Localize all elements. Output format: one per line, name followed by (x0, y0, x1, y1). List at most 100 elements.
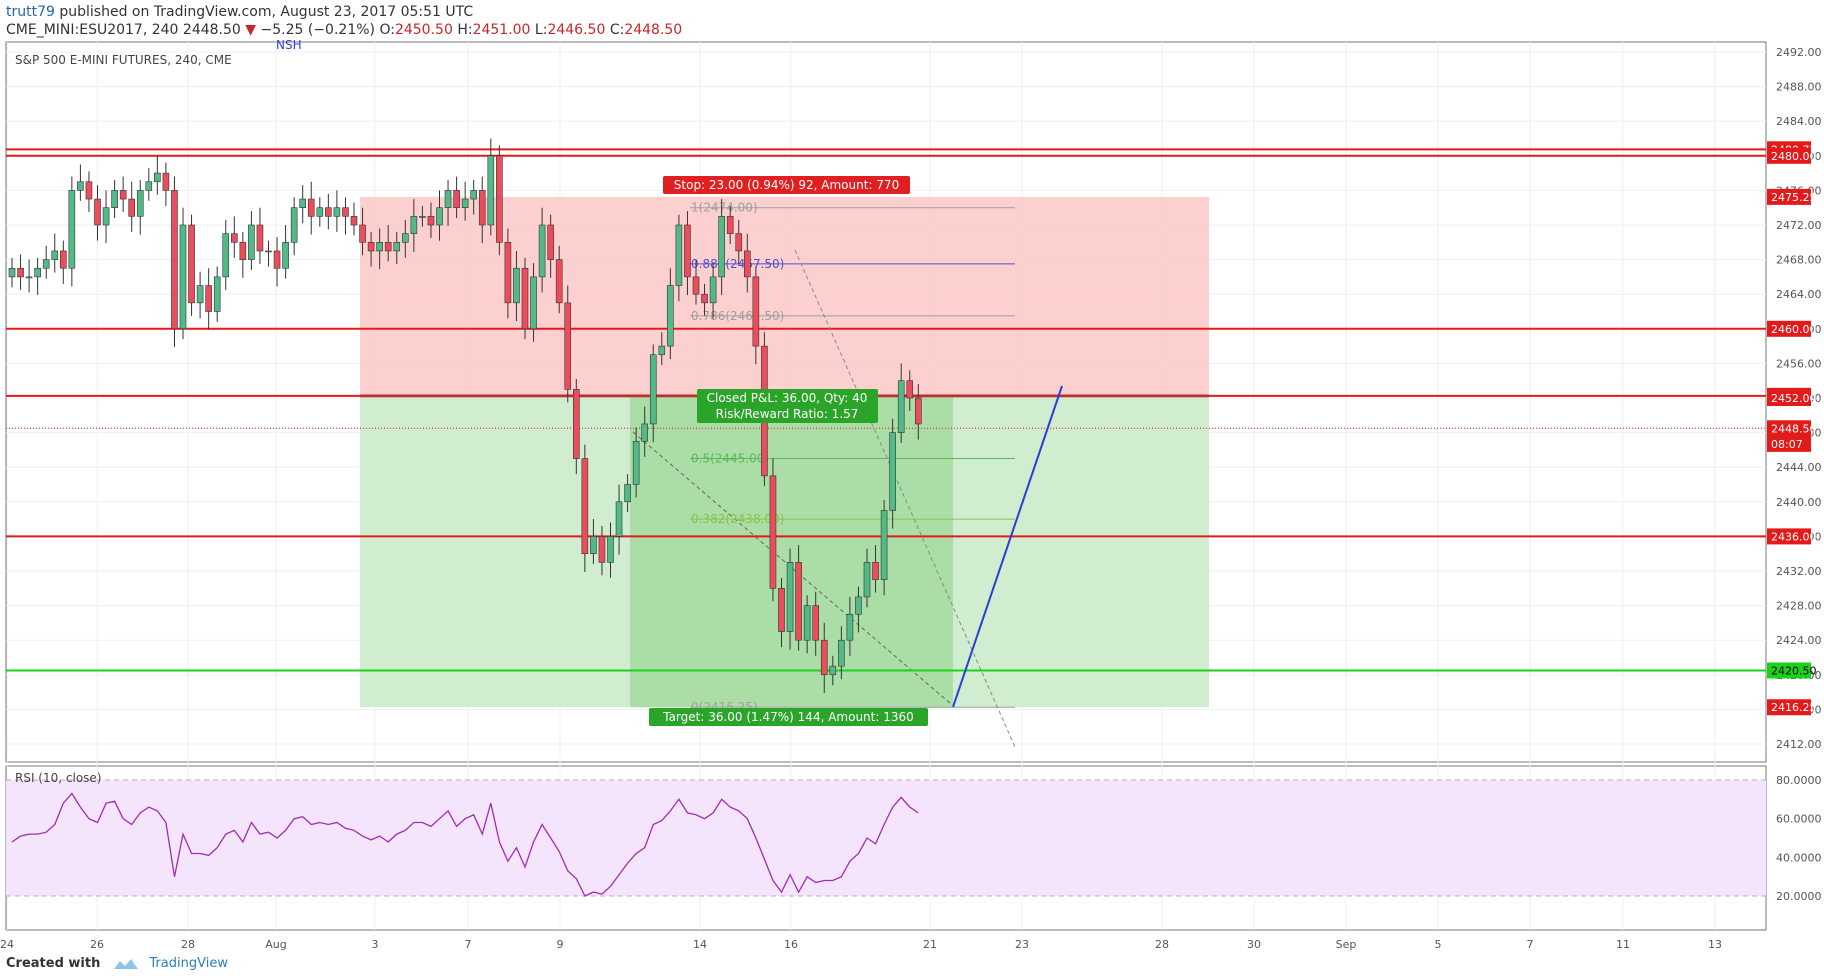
candle-body (598, 536, 606, 563)
tradingview-brand[interactable]: TradingView (149, 956, 228, 971)
candle-body (478, 190, 486, 226)
x-tick-label: 16 (784, 938, 798, 951)
trend-line (952, 385, 1063, 708)
candle-body (880, 510, 888, 580)
candle-body (701, 293, 708, 304)
close-label: C: (609, 22, 625, 38)
candle-body (590, 536, 597, 554)
candle-body (222, 233, 230, 278)
price-chart[interactable]: 2492.002488.002484.002480.002476.002472.… (0, 40, 1824, 952)
rsi-tick-label: 40.0000 (1776, 851, 1822, 864)
x-tick-label: 24 (0, 938, 14, 951)
x-tick-label: 23 (1015, 938, 1029, 951)
candle-body (513, 267, 520, 304)
candle-body (94, 198, 101, 226)
candle-body (119, 190, 127, 200)
candle-body (709, 276, 717, 304)
price-axis-level-bg (1767, 147, 1811, 164)
rsi-tick-label: 60.0000 (1776, 813, 1822, 826)
candle-body (735, 233, 743, 252)
candle-body (624, 484, 631, 503)
fib-level-label: 0.786(2461.50) (691, 309, 784, 323)
price-axis-label-text: 2452.00 (1771, 392, 1817, 405)
candle-body (419, 216, 426, 218)
pnl-label: Closed P&L: 36.00, Qty: 40 Risk/Reward Ra… (697, 389, 878, 423)
candle-body (803, 605, 811, 641)
rr-text: Risk/Reward Ratio: 1.57 (716, 407, 859, 421)
candle-body (188, 224, 195, 304)
x-tick-label: 26 (90, 938, 104, 951)
x-tick-label: 5 (1435, 938, 1442, 951)
close-value: 2448.50 (624, 22, 683, 38)
chart-header: trutt79 published on TradingView.com, Au… (0, 0, 1824, 40)
x-tick-label: 11 (1616, 938, 1630, 951)
candle-body (376, 242, 383, 252)
author-name[interactable]: trutt79 (6, 4, 55, 20)
candle-body (547, 224, 554, 260)
price-axis-level: 2480.00 (1767, 147, 1817, 164)
candle-body (581, 458, 589, 554)
candle-body (675, 224, 683, 286)
y-tick-label: 2444.00 (1776, 461, 1822, 474)
candle-body (145, 181, 153, 191)
candle-body (384, 242, 392, 252)
candle-body (171, 190, 178, 330)
x-tick-label: 30 (1247, 938, 1261, 951)
candle-body (487, 155, 495, 226)
price-axis-label-text: 2475.25 (1771, 191, 1817, 204)
candle-body (889, 432, 896, 511)
candle-body (658, 345, 666, 356)
y-tick-label: 2412.00 (1776, 738, 1822, 751)
candle-body (239, 242, 247, 260)
candle-body (162, 172, 170, 191)
candle-body (333, 207, 341, 217)
candle-body (829, 665, 837, 676)
candle-body (42, 259, 50, 269)
target-label: Target: 36.00 (1.47%) 144, Amount: 1360 (649, 708, 928, 726)
pnl-label-bg (697, 389, 878, 423)
candle-body (786, 562, 794, 632)
rsi-tick-label: 80.0000 (1776, 774, 1822, 787)
price-axis-label: 2475.25 (1767, 188, 1817, 205)
candle-body (726, 216, 734, 234)
open-label: O: (379, 22, 395, 38)
candle-body (359, 224, 366, 243)
candle-body (855, 596, 862, 615)
y-tick-label: 2488.00 (1776, 81, 1822, 94)
price-axis-label-bg (1767, 390, 1811, 406)
price-axis-level-text: 2460.00 (1771, 323, 1817, 336)
published-text: published on TradingView.com, August 23,… (59, 4, 474, 20)
candle-body (778, 587, 785, 632)
created-with-text: Created with (6, 956, 101, 971)
high-label: H: (457, 22, 473, 38)
price-axis-label: 08:07 (1767, 435, 1811, 452)
candle-body (692, 276, 700, 295)
candle-body (68, 190, 76, 269)
candle-body (196, 285, 204, 304)
open-value: 2450.50 (394, 22, 453, 38)
fib-level-label: 1(2474.00) (691, 201, 758, 215)
candle-body (205, 285, 212, 312)
price-axis-level-bg (1767, 528, 1811, 545)
y-tick-label: 2456.00 (1776, 357, 1822, 370)
tradingview-logo-icon (113, 958, 138, 969)
candle-body (555, 259, 563, 304)
candle-body (906, 380, 914, 399)
low-label: L: (534, 22, 548, 38)
candle-body (256, 224, 264, 252)
candle-body (795, 562, 802, 641)
candle-body (34, 267, 41, 278)
fib-level-label: 0.5(2445.00) (691, 452, 769, 466)
last-price: 2448.50 (182, 22, 241, 38)
candle-body (615, 501, 623, 537)
candle-body (649, 354, 657, 425)
candle-body (307, 198, 315, 217)
candle-body (607, 536, 614, 563)
candle-body (136, 190, 144, 217)
high-value: 2451.00 (472, 22, 531, 38)
price-axis-label-text: 2416.25 (1771, 701, 1817, 714)
candle-body (718, 216, 725, 278)
footer: Created with TradingView (6, 956, 228, 971)
candle-body (872, 562, 879, 580)
candle-body (572, 389, 580, 459)
